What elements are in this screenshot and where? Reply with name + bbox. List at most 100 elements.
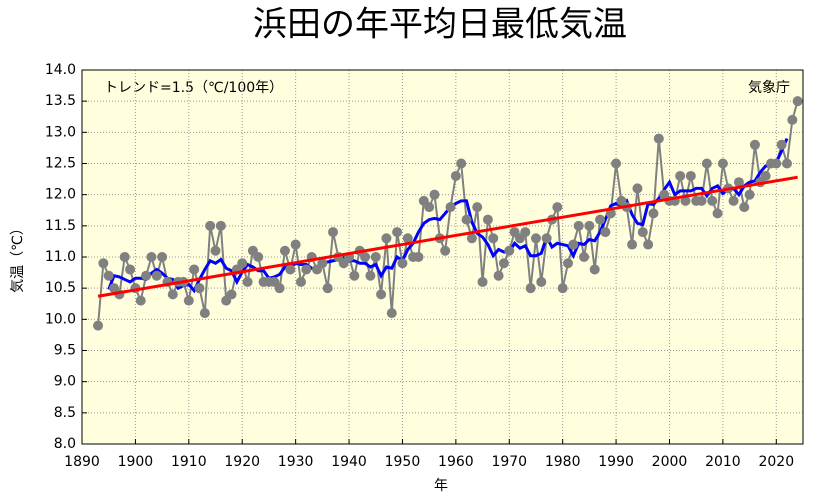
data-point	[771, 158, 782, 169]
data-point	[525, 283, 536, 294]
data-point	[530, 233, 541, 244]
data-point	[440, 245, 451, 256]
y-tick-label: 14.0	[45, 62, 76, 78]
data-point	[712, 208, 723, 219]
data-point	[429, 189, 440, 200]
data-point	[349, 270, 360, 281]
data-point	[215, 220, 226, 231]
y-tick-label: 11.5	[45, 218, 76, 234]
data-point	[402, 233, 413, 244]
data-point	[450, 170, 461, 181]
data-point	[119, 252, 130, 262]
y-tick-label: 9.0	[54, 374, 76, 390]
y-tick-label: 12.5	[45, 156, 76, 172]
y-tick-label: 11.0	[45, 249, 76, 265]
data-point	[728, 195, 739, 206]
data-point	[151, 270, 162, 281]
y-tick-label: 10.0	[45, 311, 76, 327]
data-point	[749, 139, 760, 150]
data-point	[242, 276, 253, 287]
data-point	[205, 220, 216, 231]
data-point	[290, 239, 301, 250]
x-tick-label: 1950	[385, 454, 421, 470]
data-point	[146, 252, 157, 262]
data-point	[504, 245, 515, 256]
data-point	[445, 202, 456, 213]
y-axis-label: 気温（℃）	[10, 221, 26, 293]
x-tick-label: 1960	[438, 454, 474, 470]
data-point	[482, 214, 493, 225]
data-point	[498, 258, 509, 269]
x-tick-label: 1930	[278, 454, 314, 470]
x-tick-label: 2020	[758, 454, 794, 470]
data-point	[776, 139, 787, 150]
data-point	[381, 233, 392, 244]
data-point	[157, 252, 168, 262]
data-point	[611, 158, 622, 169]
data-point	[301, 264, 312, 275]
data-point	[199, 308, 210, 319]
y-tick-label: 13.5	[45, 93, 76, 109]
data-point	[701, 158, 712, 169]
y-tick-label: 10.5	[45, 280, 76, 296]
data-point	[397, 258, 408, 269]
data-point	[552, 202, 563, 213]
data-point	[477, 276, 488, 287]
data-point	[424, 202, 435, 213]
data-point	[744, 189, 755, 200]
y-tick-label: 8.5	[54, 405, 76, 421]
x-tick-label: 1990	[598, 454, 634, 470]
data-point	[167, 289, 178, 300]
data-point	[595, 214, 606, 225]
x-tick-label: 1970	[491, 454, 527, 470]
data-point	[536, 276, 547, 287]
x-tick-label: 1920	[224, 454, 260, 470]
data-point	[739, 202, 750, 213]
y-tick-label: 8.0	[54, 436, 76, 452]
data-point	[141, 270, 152, 281]
data-point	[456, 158, 467, 169]
data-point	[563, 258, 574, 269]
x-tick-label: 2010	[705, 454, 741, 470]
data-point	[386, 308, 397, 319]
data-point	[322, 283, 333, 294]
data-point	[760, 170, 771, 181]
chart-title: 浜田の年平均日最低気温	[253, 5, 627, 45]
data-point	[653, 133, 664, 144]
data-point	[370, 252, 381, 262]
data-point	[632, 183, 643, 194]
data-point	[93, 320, 104, 331]
data-point	[488, 233, 499, 244]
x-tick-label: 1940	[331, 454, 367, 470]
data-point	[541, 233, 552, 244]
data-point	[210, 245, 221, 256]
data-point	[279, 245, 290, 256]
data-point	[472, 202, 483, 213]
data-point	[376, 289, 387, 300]
data-point	[637, 227, 648, 238]
data-point	[103, 270, 114, 281]
data-point	[194, 283, 205, 294]
x-tick-label: 2000	[652, 454, 688, 470]
data-point	[466, 233, 477, 244]
data-point	[707, 195, 718, 206]
data-point	[253, 252, 264, 262]
x-tick-label: 1900	[118, 454, 154, 470]
trend-line	[97, 175, 798, 298]
data-point	[733, 177, 744, 188]
data-point	[781, 158, 792, 169]
x-tick-label: 1890	[64, 454, 100, 470]
data-point	[135, 295, 146, 306]
data-point	[675, 170, 686, 181]
data-point	[643, 239, 654, 250]
annotation: トレンド=1.5（℃/100年）	[104, 80, 283, 96]
x-axis-label: 年	[434, 478, 448, 494]
data-point	[520, 227, 531, 238]
data-point	[717, 158, 728, 169]
data-point	[295, 276, 306, 287]
y-tick-label: 12.0	[45, 187, 76, 203]
y-tick-label: 13.0	[45, 124, 76, 140]
data-point	[189, 264, 200, 275]
data-point	[600, 227, 611, 238]
